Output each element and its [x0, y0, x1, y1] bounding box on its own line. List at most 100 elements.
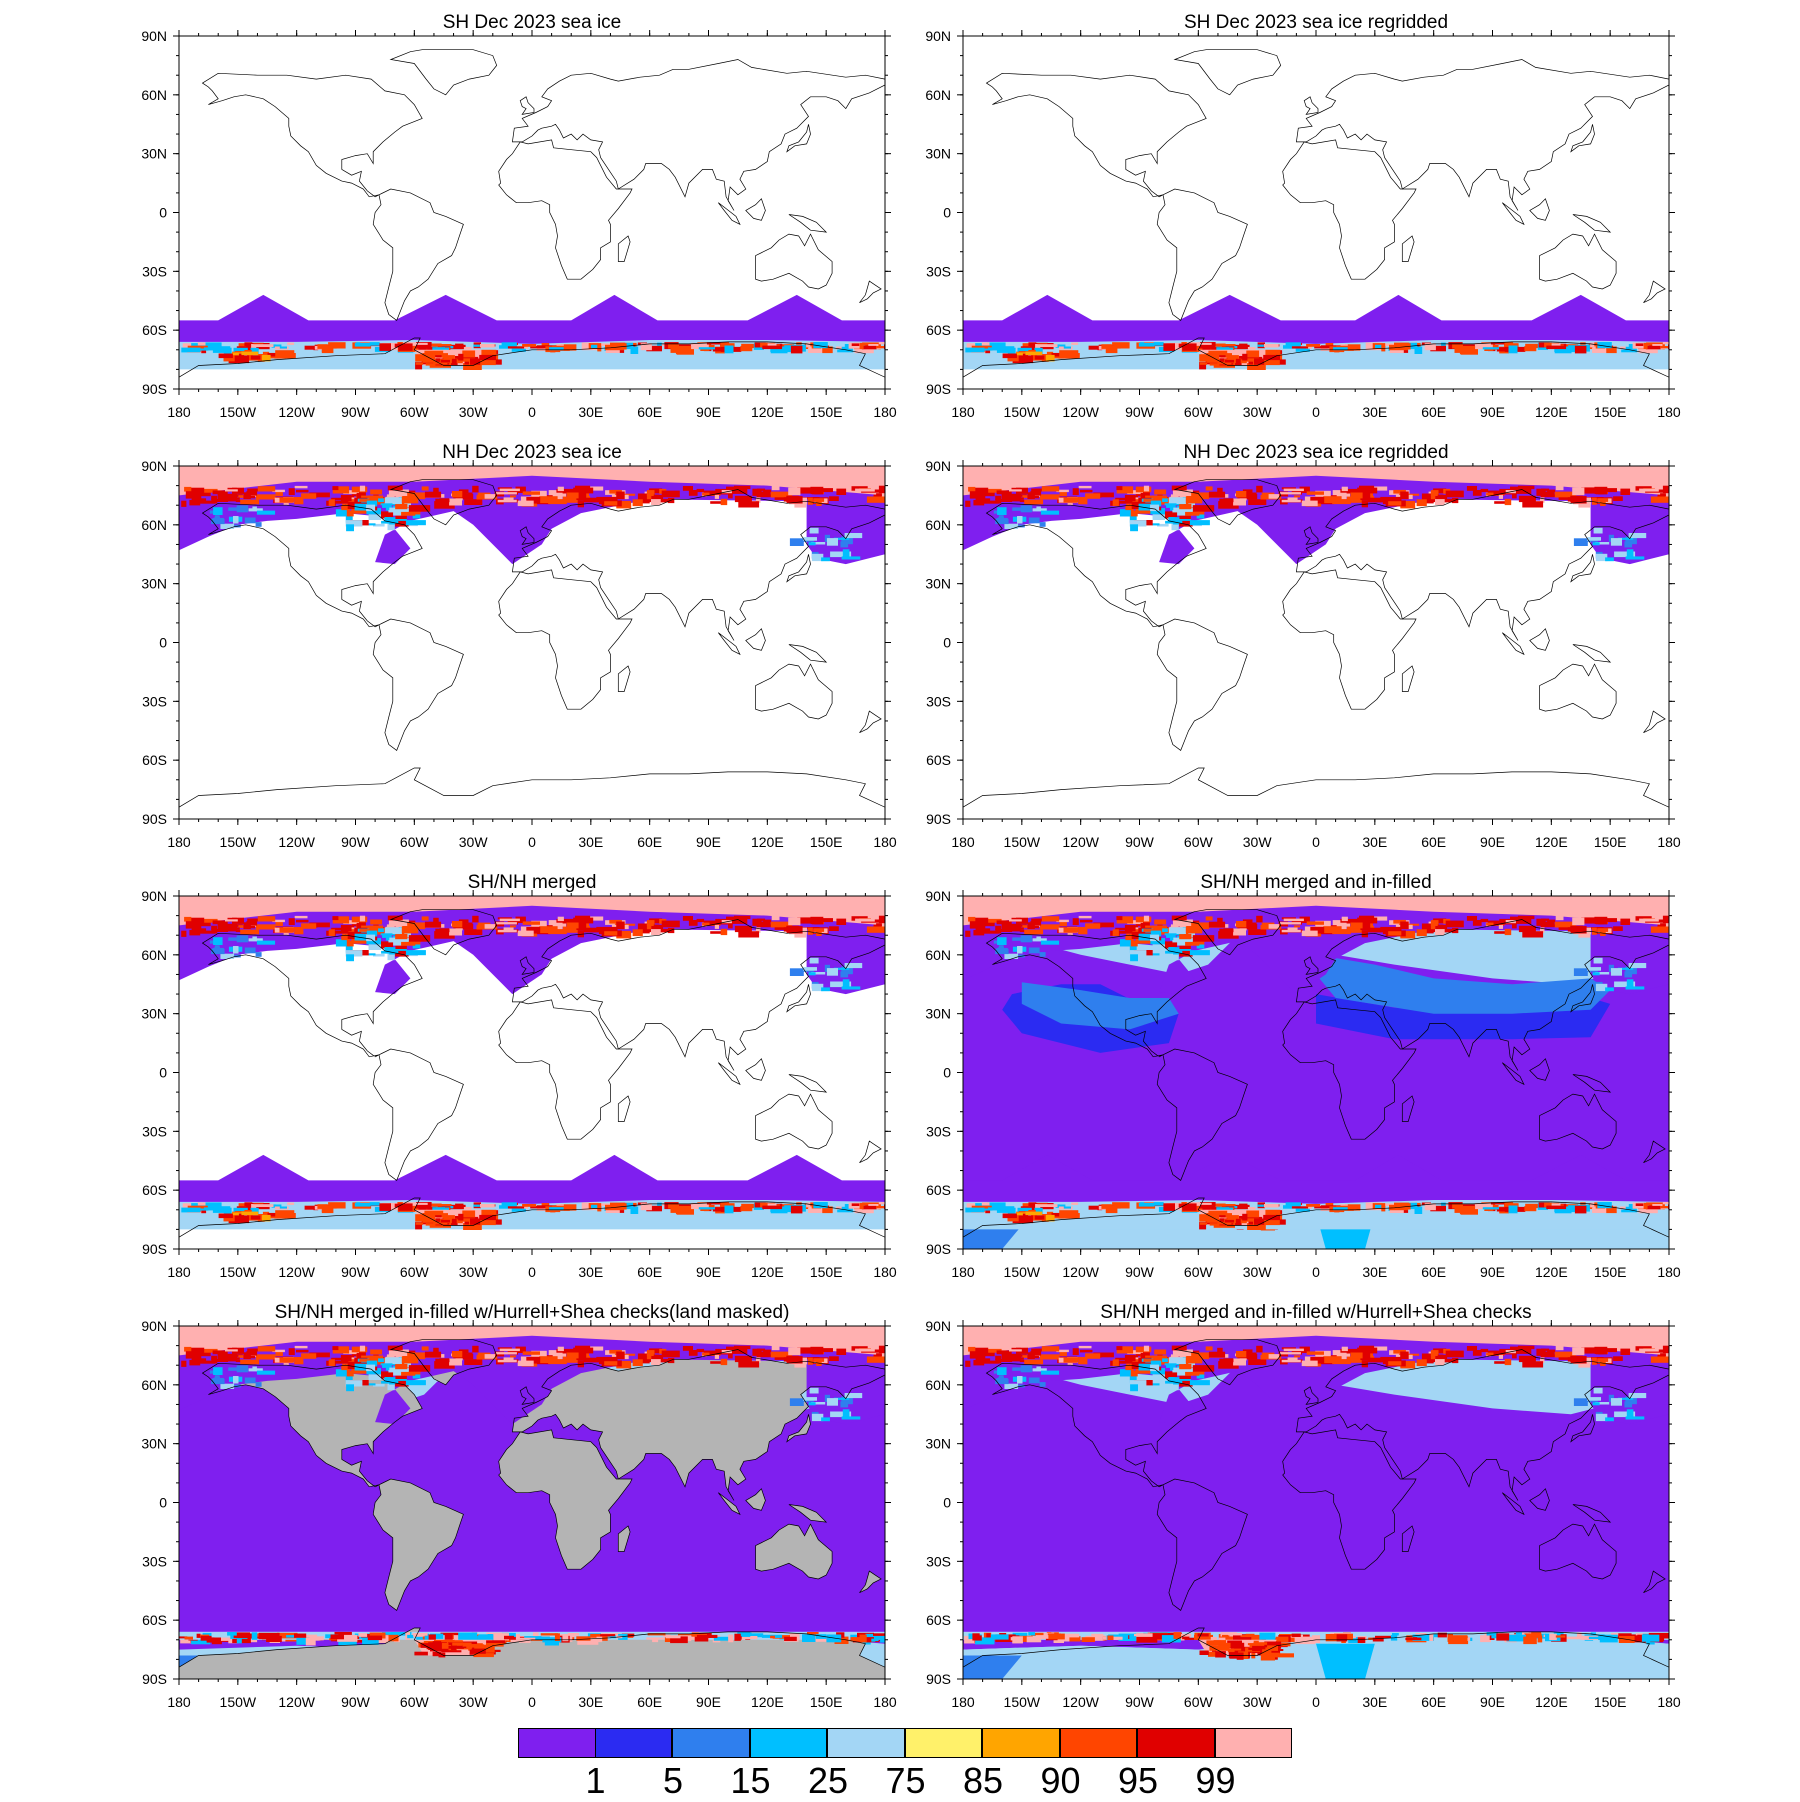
- ice-edge-cell: [212, 948, 224, 952]
- lat-label: 30S: [142, 1553, 167, 1569]
- ice-edge-cell: [240, 930, 259, 935]
- ice-edge-cell: [276, 922, 283, 926]
- ice-edge-cell: [1431, 923, 1435, 929]
- ice-edge-cell: [1452, 1204, 1463, 1208]
- ice-edge-cell: [757, 1352, 771, 1358]
- ice-edge-cell: [280, 1207, 287, 1209]
- ice-edge-cell: [876, 923, 882, 926]
- ice-edge-cell: [715, 925, 719, 929]
- ice-edge-cell: [381, 1363, 393, 1365]
- ice-edge-cell: [1033, 926, 1039, 929]
- ice-edge-cell: [398, 1203, 412, 1210]
- ice-edge-cell: [402, 497, 419, 504]
- ice-edge-cell: [496, 492, 517, 494]
- ice-edge-cell: [1024, 930, 1043, 935]
- ice-edge-cell: [369, 946, 376, 949]
- lon-label: 120E: [751, 834, 784, 850]
- lon-label: 150W: [1004, 404, 1041, 420]
- ice-edge-cell: [1130, 524, 1138, 531]
- ice-edge-cell: [366, 505, 375, 512]
- coastline-southAmerica: [373, 619, 463, 750]
- ice-edge-cell: [788, 1348, 800, 1356]
- ice-edge-cell: [683, 1346, 693, 1351]
- ice-edge-cell: [1284, 919, 1304, 922]
- field-layer: [179, 896, 903, 1249]
- ice-edge-cell: [1280, 922, 1301, 924]
- ice-edge-cell: [1587, 537, 1601, 541]
- ice-edge-cell: [228, 1368, 247, 1370]
- lon-label: 90W: [341, 834, 371, 850]
- ice-edge-cell: [370, 1202, 380, 1206]
- ice-edge-cell: [1106, 345, 1118, 353]
- ice-edge-cell: [388, 942, 393, 947]
- ice-edge-cell: [370, 342, 380, 346]
- ice-edge-cell: [1639, 919, 1659, 922]
- ice-edge-cell: [256, 1382, 262, 1387]
- ice-edge-cell: [523, 491, 540, 494]
- ice-edge-cell: [252, 344, 274, 347]
- ice-edge-cell: [1017, 516, 1023, 524]
- ice-edge-cell: [406, 1380, 426, 1385]
- ice-edge-cell: [510, 1355, 516, 1357]
- ice-edge-cell: [1030, 491, 1041, 496]
- ice-edge-cell: [384, 517, 390, 521]
- ice-edge-cell: [1359, 916, 1374, 924]
- ice-edge-cell: [1660, 923, 1666, 926]
- ice-edge-cell: [1236, 491, 1246, 497]
- ice-edge-cell: [1541, 922, 1555, 928]
- ice-edge-cell: [827, 968, 838, 976]
- ice-edge-cell: [1636, 1203, 1644, 1206]
- ice-edge-cell: [1242, 354, 1247, 361]
- ice-edge-cell: [508, 346, 524, 348]
- ice-edge-cell: [1116, 486, 1122, 490]
- ice-edge-cell: [458, 1633, 477, 1641]
- ice-edge-cell: [1012, 508, 1031, 510]
- lat-label: 60S: [926, 1182, 951, 1198]
- ice-edge-cell: [280, 347, 287, 349]
- lon-label: 150E: [1594, 404, 1627, 420]
- ice-edge-cell: [1116, 916, 1122, 920]
- ice-edge-cell: [1017, 946, 1023, 954]
- ice-edge-cell: [1182, 343, 1196, 350]
- ice-edge-cell: [568, 1633, 579, 1636]
- ice-edge-cell: [464, 1207, 472, 1210]
- ice-edge-cell: [1651, 497, 1672, 503]
- ice-edge-cell: [245, 948, 256, 954]
- sh-ice-band: [179, 295, 885, 346]
- ice-edge-cell: [876, 1353, 882, 1356]
- ice-edge-cell: [1646, 346, 1661, 349]
- ice-edge-cell: [997, 507, 1007, 515]
- ice-edge-cell: [1210, 1223, 1220, 1225]
- ice-edge-cell: [1227, 353, 1233, 359]
- ice-edge-cell: [1264, 344, 1279, 348]
- ice-edge-cell: [965, 1208, 984, 1213]
- ice-edge-cell: [1236, 921, 1246, 927]
- ice-edge-cell: [1060, 922, 1067, 926]
- ice-edge-cell: [1626, 556, 1645, 559]
- ice-edge-cell: [775, 927, 791, 930]
- ice-edge-cell: [332, 1346, 338, 1350]
- ice-edge-cell: [1064, 347, 1071, 349]
- ice-edge-cell: [441, 1220, 450, 1223]
- ice-edge-cell: [1040, 924, 1060, 929]
- lon-label: 180: [951, 834, 975, 850]
- ice-edge-cell: [821, 987, 830, 991]
- ice-edge-cell: [772, 916, 780, 920]
- lon-label: 180: [951, 1264, 975, 1280]
- ice-edge-cell: [1190, 950, 1210, 955]
- ice-edge-cell: [357, 1353, 362, 1359]
- ice-edge-cell: [1257, 345, 1264, 347]
- ice-edge-cell: [1120, 939, 1131, 946]
- lat-label: 90N: [141, 1318, 167, 1334]
- ice-edge-cell: [790, 968, 804, 976]
- ice-edge-cell: [738, 1361, 759, 1367]
- ice-edge-cell: [1168, 517, 1174, 521]
- ice-edge-cell: [879, 1202, 900, 1204]
- ice-edge-cell: [415, 343, 428, 345]
- lon-label: 90E: [696, 1694, 721, 1710]
- ice-edge-cell: [433, 918, 439, 923]
